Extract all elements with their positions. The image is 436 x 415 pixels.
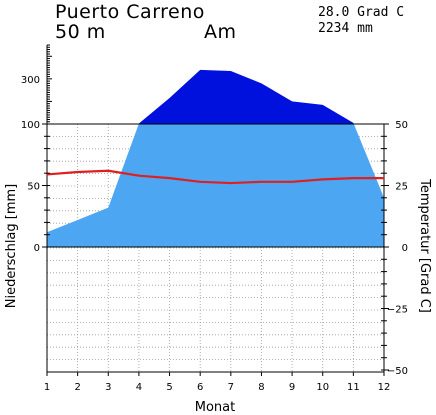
station-name: Puerto Carreno xyxy=(55,1,205,23)
temp-point xyxy=(46,173,48,176)
y-axis-label-left: Niederschlag [mm] xyxy=(4,184,19,309)
annual-precipitation: 2234 mm xyxy=(318,21,373,36)
temp-point xyxy=(230,182,232,184)
tick-label-right: 0 xyxy=(402,243,408,254)
mean-temperature: 28.0 Grad C xyxy=(318,5,405,20)
tick-label-x: 12 xyxy=(378,382,391,393)
temp-point xyxy=(76,171,79,173)
y-axis-label-right: Temperatur [Grad C] xyxy=(417,178,432,313)
tick-label-x: 11 xyxy=(347,382,360,393)
temperature-series xyxy=(46,169,384,185)
tick-label-x: 8 xyxy=(258,382,264,393)
tick-label-right: −25 xyxy=(387,305,408,316)
tick-label-x: 4 xyxy=(136,382,142,393)
tick-label-x: 6 xyxy=(197,382,203,393)
plot-frame xyxy=(46,45,385,373)
temp-point xyxy=(321,178,324,181)
x-axis-label: Monat xyxy=(195,400,235,415)
precipitation-area xyxy=(47,69,384,247)
tick-label-x: 9 xyxy=(289,382,295,393)
tick-label-right: 25 xyxy=(395,182,408,193)
tick-label-x: 5 xyxy=(166,382,172,393)
tick-label-x: 3 xyxy=(105,382,111,393)
temp-point xyxy=(260,181,263,183)
tick-label-right: −50 xyxy=(387,366,408,377)
tick-label-left: 0 xyxy=(34,243,40,254)
temp-point xyxy=(107,169,110,172)
temperature-line xyxy=(46,169,385,185)
station-elevation: 50 m xyxy=(55,21,106,43)
tick-label-right: 50 xyxy=(395,120,408,131)
temp-point xyxy=(291,181,293,183)
precipitation-fill-humid xyxy=(47,124,384,247)
climate-class: Am xyxy=(204,21,237,43)
tick-label-left: 100 xyxy=(21,120,40,131)
tick-label-x: 10 xyxy=(316,382,329,393)
tick-label-left: 50 xyxy=(27,182,40,193)
tick-label-x: 1 xyxy=(44,382,50,393)
temp-point xyxy=(138,174,140,177)
tick-label-x: 7 xyxy=(228,382,234,393)
precipitation-fill-perhumid xyxy=(138,69,354,124)
tick-label-x: 2 xyxy=(74,382,80,393)
temp-point xyxy=(168,177,171,179)
temp-point xyxy=(383,177,385,179)
temp-point xyxy=(199,181,201,183)
temp-point xyxy=(352,177,355,179)
tick-label-left: 300 xyxy=(21,75,40,86)
